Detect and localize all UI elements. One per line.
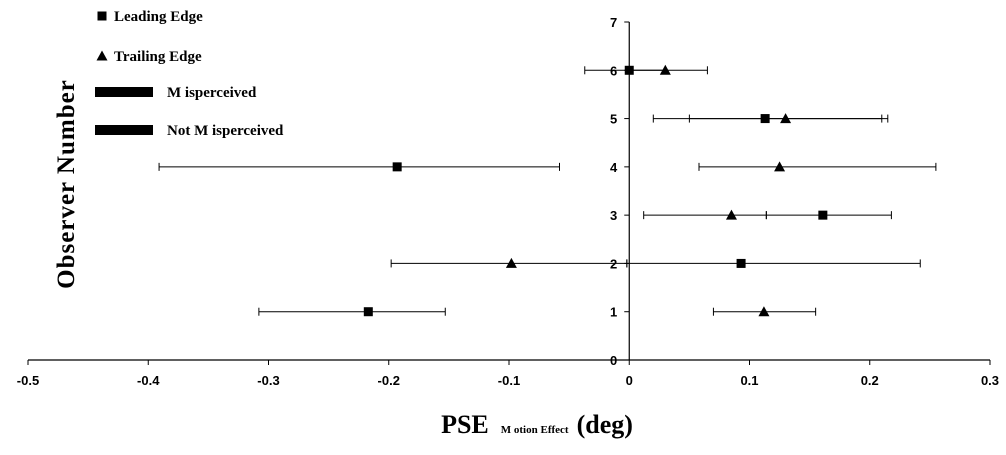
data-point-square xyxy=(818,210,828,220)
y-tick-label: 4 xyxy=(610,160,618,175)
data-marks xyxy=(158,64,937,317)
x-axis-title: PSE M otion Effect (deg) xyxy=(441,410,633,439)
legend-label: Leading Edge xyxy=(114,9,203,25)
data-point-triangle xyxy=(725,209,737,220)
legend-item: Trailing Edge xyxy=(96,49,202,65)
series-trailing-edge xyxy=(390,64,937,317)
x-tick-label: -0.5 xyxy=(17,373,39,388)
data-point-triangle xyxy=(505,257,517,268)
legend-line-swatch xyxy=(95,125,153,135)
x-tick-label: 0.3 xyxy=(981,373,999,388)
data-point-square xyxy=(736,258,746,268)
legend-item: M isperceived xyxy=(95,85,257,101)
legend: Leading Edge Trailing Edge M isperceived No… xyxy=(95,9,284,139)
x-tick-label: -0.1 xyxy=(498,373,520,388)
y-tick-label: 0 xyxy=(610,353,617,368)
legend-square-icon xyxy=(97,11,107,21)
legend-triangle-icon xyxy=(96,50,108,61)
data-point-square xyxy=(363,307,373,317)
x-tick-label: 0 xyxy=(626,373,633,388)
data-point-triangle xyxy=(780,113,792,124)
y-tick-label: 3 xyxy=(610,208,617,223)
x-axis-title-main: PSE xyxy=(441,410,489,439)
x-tick-labels: -0.5 -0.4 -0.3 -0.2 -0.1 0 0.1 0.2 0.3 xyxy=(17,373,999,388)
legend-label: M isperceived xyxy=(167,85,257,101)
data-point-triangle xyxy=(659,64,671,75)
axes xyxy=(27,21,991,365)
y-tick-label: 7 xyxy=(610,15,617,30)
y-tick-label: 5 xyxy=(610,112,617,127)
x-tick-label: 0.2 xyxy=(861,373,879,388)
x-tick-label: -0.4 xyxy=(137,373,160,388)
x-tick-label: 0.1 xyxy=(740,373,758,388)
y-tick-label: 1 xyxy=(610,305,617,320)
series-leading-edge xyxy=(158,65,921,317)
legend-item: Not M isperceived xyxy=(95,123,284,139)
data-point-square xyxy=(392,162,402,172)
x-axis-title-unit: (deg) xyxy=(577,410,633,439)
x-axis-title-sub: M otion Effect xyxy=(501,424,569,436)
legend-line-swatch xyxy=(95,87,153,97)
legend-label: Not M isperceived xyxy=(167,123,284,139)
legend-item: Leading Edge xyxy=(97,9,203,25)
data-point-triangle xyxy=(774,161,786,172)
data-point-triangle xyxy=(758,306,770,317)
y-tick-labels: 01234567 xyxy=(610,15,618,368)
y-axis-title: Observer Number xyxy=(53,79,80,289)
x-tick-label: -0.2 xyxy=(378,373,400,388)
legend-label: Trailing Edge xyxy=(114,49,202,65)
data-point-square xyxy=(624,65,634,75)
x-tick-label: -0.3 xyxy=(257,373,279,388)
